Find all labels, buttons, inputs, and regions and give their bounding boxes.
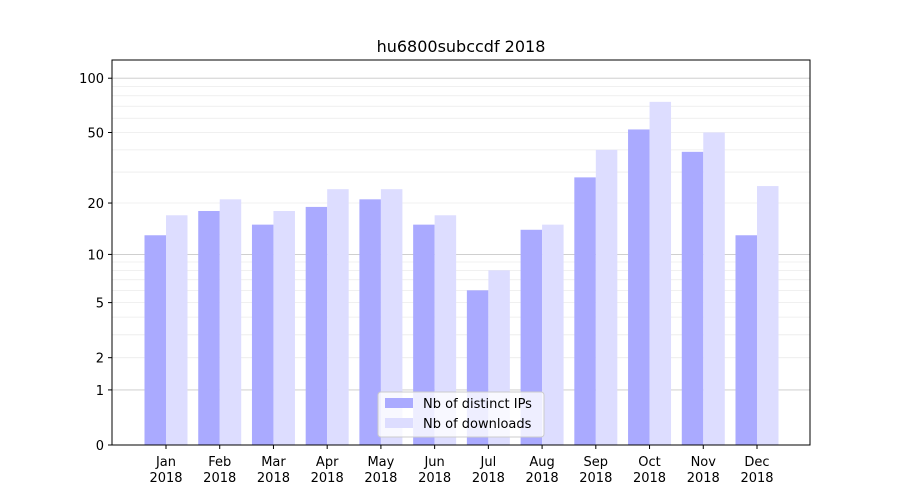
x-tick-label: 2018 (472, 471, 505, 486)
x-tick-label: 2018 (203, 471, 236, 486)
bar-downloads (595, 149, 618, 446)
y-tick-label: 2 (96, 352, 104, 367)
legend-box (377, 391, 545, 438)
x-tick-label: Apr (316, 455, 339, 470)
bar-distinct-ips (144, 235, 166, 445)
x-tick-label: 2018 (526, 471, 559, 486)
legend-swatch (385, 418, 413, 428)
x-tick-label: 2018 (364, 471, 397, 486)
plot-frame (111, 59, 811, 446)
bar-distinct-ips (574, 177, 596, 445)
legend-label: Nb of downloads (423, 417, 532, 432)
y-tick-label: 20 (87, 197, 104, 212)
x-tick-label: 2018 (687, 471, 720, 486)
y-tick-label: 50 (87, 127, 104, 142)
bar-distinct-ips (681, 151, 704, 445)
bar-distinct-ips (520, 229, 543, 445)
y-tick-label: 10 (87, 248, 104, 263)
x-tick-label: Jun (423, 455, 444, 470)
bar-distinct-ips (628, 129, 650, 445)
bar-downloads (219, 199, 242, 445)
bar-downloads (434, 215, 457, 445)
x-tick-label: 2018 (740, 471, 773, 486)
x-tick-label: Dec (744, 455, 769, 470)
x-tick-label: Mar (261, 455, 286, 470)
bar-downloads (166, 215, 188, 445)
bar-distinct-ips (359, 199, 381, 445)
bar-downloads (757, 186, 779, 445)
y-tick-label: 100 (79, 72, 104, 87)
x-tick-label: 2018 (311, 471, 344, 486)
bar-distinct-ips (251, 224, 274, 445)
y-tick-label: 1 (96, 384, 104, 399)
x-tick-label: Jan (155, 455, 176, 470)
legend-swatch (385, 398, 413, 408)
bar-downloads (273, 210, 295, 445)
x-tick-label: 2018 (579, 471, 612, 486)
bar-downloads (542, 224, 564, 445)
x-tick-label: 2018 (257, 471, 290, 486)
x-tick-label: Aug (529, 455, 554, 470)
bar-distinct-ips (735, 235, 757, 445)
bar-distinct-ips (413, 224, 435, 445)
y-tick-label: 0 (96, 439, 104, 454)
bar-downloads (327, 189, 349, 445)
x-tick-label: Nov (691, 455, 717, 470)
chart-title: hu6800subccdf 2018 (377, 37, 546, 56)
x-tick-label: Feb (208, 455, 231, 470)
legend-label: Nb of distinct IPs (423, 397, 532, 412)
x-tick-label: Jul (480, 455, 497, 470)
x-tick-label: 2018 (418, 471, 451, 486)
bar-downloads (703, 132, 725, 446)
y-tick-label: 5 (96, 297, 104, 312)
x-tick-label: Oct (638, 455, 660, 470)
x-tick-label: 2018 (149, 471, 182, 486)
x-tick-label: May (367, 455, 394, 470)
x-tick-label: Sep (584, 455, 609, 470)
x-tick-label: 2018 (633, 471, 666, 486)
bar-downloads (649, 101, 672, 445)
bar-distinct-ips (305, 206, 328, 445)
bar-downloads (380, 189, 403, 445)
bar-distinct-ips (198, 210, 220, 445)
